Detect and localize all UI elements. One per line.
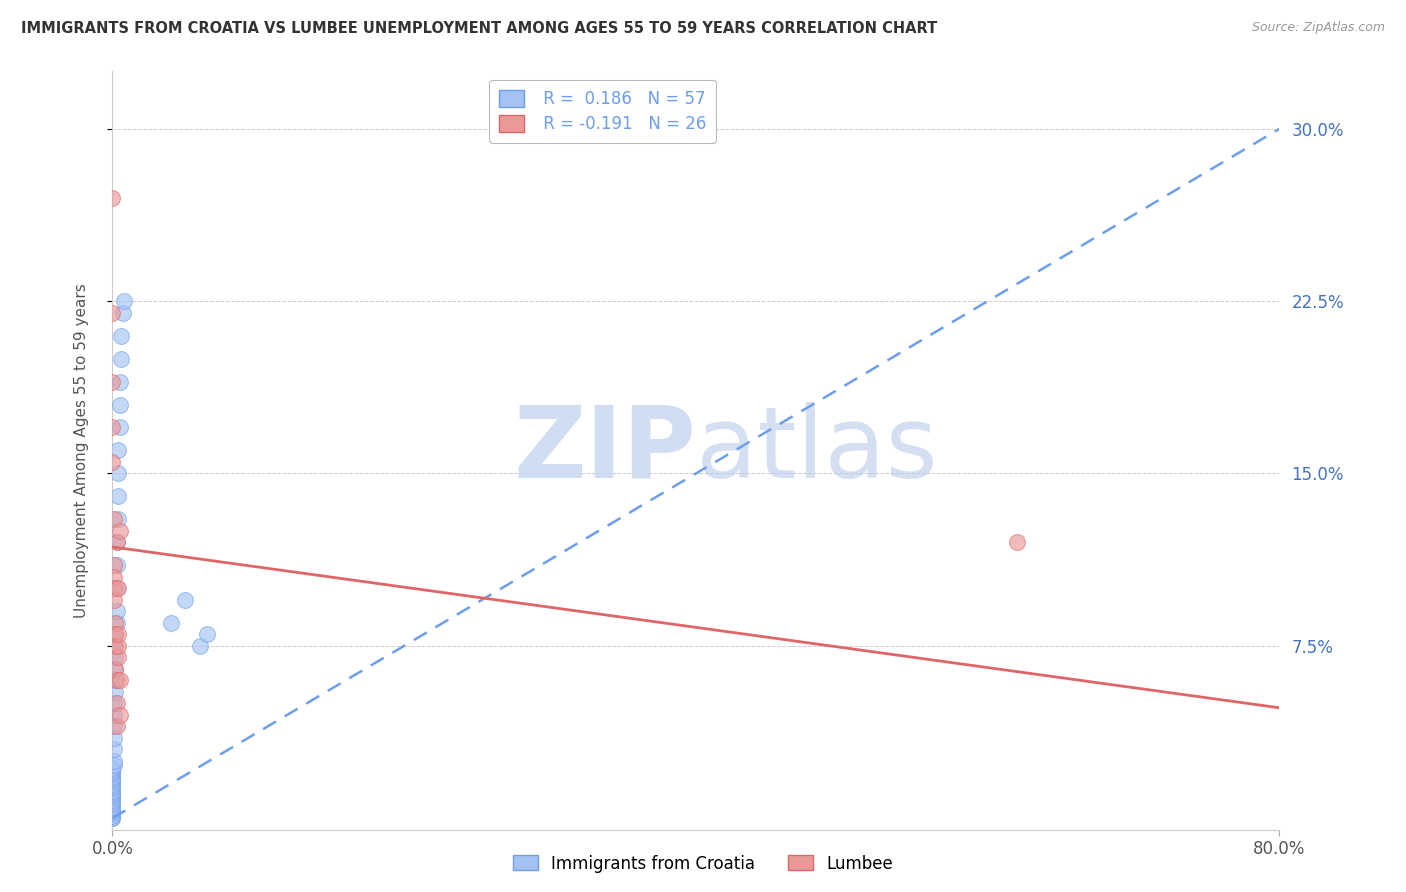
Point (101, 799, 124, 814)
Point (104, 673, 127, 688)
Legend: Immigrants from Croatia, Lumbee: Immigrants from Croatia, Lumbee (506, 848, 900, 880)
Point (104, 662, 127, 676)
Point (104, 650, 127, 665)
Point (107, 650, 129, 665)
Text: ZIP: ZIP (513, 402, 696, 499)
Point (101, 770, 124, 784)
Point (101, 795, 124, 809)
Point (105, 615, 128, 630)
Point (160, 615, 183, 630)
Point (107, 582, 129, 596)
Point (104, 627, 127, 641)
Point (104, 684, 127, 698)
Point (101, 793, 124, 807)
Legend:  R =  0.186   N = 57,  R = -0.191   N = 26: R = 0.186 N = 57, R = -0.191 N = 26 (489, 79, 716, 143)
Point (101, 781, 124, 796)
Point (103, 707, 125, 722)
Point (105, 535, 128, 549)
Point (107, 627, 129, 641)
Point (105, 696, 128, 710)
Point (108, 420, 131, 434)
Point (101, 811, 124, 825)
Point (112, 294, 135, 309)
Point (105, 719, 128, 733)
Point (101, 763, 124, 777)
Point (101, 776, 124, 790)
Point (110, 328, 132, 343)
Point (101, 809, 124, 823)
Point (101, 774, 124, 789)
Point (101, 804, 124, 818)
Point (111, 305, 134, 319)
Point (103, 742, 125, 756)
Point (104, 639, 127, 653)
Point (108, 524, 131, 538)
Point (104, 615, 127, 630)
Point (101, 455, 124, 469)
Point (103, 582, 125, 596)
Point (101, 802, 124, 816)
Point (101, 765, 124, 780)
Point (107, 490, 129, 504)
Point (107, 639, 129, 653)
Point (108, 375, 131, 389)
Point (101, 783, 124, 797)
Point (103, 570, 125, 584)
Point (108, 673, 131, 688)
Point (101, 375, 124, 389)
Point (101, 760, 124, 774)
Point (101, 797, 124, 812)
Point (103, 758, 125, 772)
Point (195, 627, 218, 641)
Point (1005, 535, 1028, 549)
Point (105, 558, 128, 573)
Point (110, 351, 132, 366)
Point (105, 673, 128, 688)
Point (101, 806, 124, 821)
Point (101, 786, 124, 800)
Point (103, 731, 125, 745)
Point (107, 443, 129, 458)
Point (101, 767, 124, 781)
Point (104, 639, 127, 653)
Point (105, 535, 128, 549)
Point (103, 512, 125, 526)
Point (101, 811, 124, 825)
Point (101, 788, 124, 802)
Text: atlas: atlas (696, 402, 938, 499)
Point (101, 772, 124, 786)
Point (101, 305, 124, 319)
Point (188, 639, 211, 653)
Point (105, 604, 128, 618)
Point (103, 754, 125, 768)
Text: IMMIGRANTS FROM CROATIA VS LUMBEE UNEMPLOYMENT AMONG AGES 55 TO 59 YEARS CORRELA: IMMIGRANTS FROM CROATIA VS LUMBEE UNEMPL… (21, 21, 938, 36)
Point (104, 627, 127, 641)
Point (101, 779, 124, 793)
Point (174, 592, 197, 607)
Point (108, 707, 131, 722)
Point (103, 558, 125, 573)
Point (105, 582, 128, 596)
Point (103, 696, 125, 710)
Point (108, 397, 131, 411)
Point (101, 420, 124, 434)
Point (107, 512, 129, 526)
Y-axis label: Unemployment Among Ages 55 to 59 years: Unemployment Among Ages 55 to 59 years (75, 283, 89, 618)
Point (103, 719, 125, 733)
Point (101, 191, 124, 205)
Point (103, 592, 125, 607)
Text: Source: ZipAtlas.com: Source: ZipAtlas.com (1251, 21, 1385, 34)
Point (107, 467, 129, 481)
Point (101, 790, 124, 805)
Point (104, 662, 127, 676)
